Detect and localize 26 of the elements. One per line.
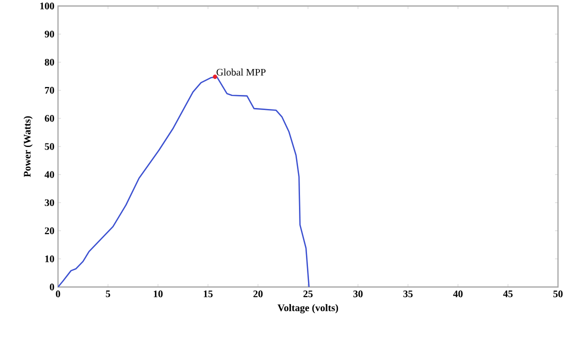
y-tick-label: 50 [44, 143, 54, 150]
y-tick-label: 0 [50, 284, 54, 290]
x-axis-title: Voltage (volts) [278, 304, 338, 314]
y-tick-label: 30 [44, 199, 54, 206]
x-tick-label: 5 [106, 290, 110, 298]
x-tick-label: 30 [353, 290, 363, 298]
y-tick-label: 90 [44, 30, 54, 38]
y-tick-label: 40 [44, 171, 54, 178]
x-tick-label: 45 [503, 290, 513, 298]
x-tick-label: 40 [453, 290, 463, 298]
y-tick-label: 10 [45, 256, 54, 262]
y-tick-label: 80 [44, 58, 54, 66]
x-tick-label: 10 [154, 290, 163, 298]
x-tick-label: 0 [56, 290, 60, 298]
annotation: Global MPP [216, 68, 266, 76]
x-tick-label: 15 [204, 290, 213, 298]
y-tick-label: 70 [45, 86, 54, 94]
y-axis-title: Power (Watts) [24, 116, 33, 177]
y-tick-label: 60 [44, 115, 54, 122]
x-tick-label: 25 [303, 290, 313, 298]
y-tick-label: 100 [40, 2, 54, 10]
x-tick-label: 35 [403, 290, 413, 298]
x-tick-label: 50 [553, 290, 563, 298]
line-series [58, 76, 310, 287]
x-tick-label: 20 [253, 290, 263, 298]
y-tick-label: 20 [44, 227, 54, 234]
